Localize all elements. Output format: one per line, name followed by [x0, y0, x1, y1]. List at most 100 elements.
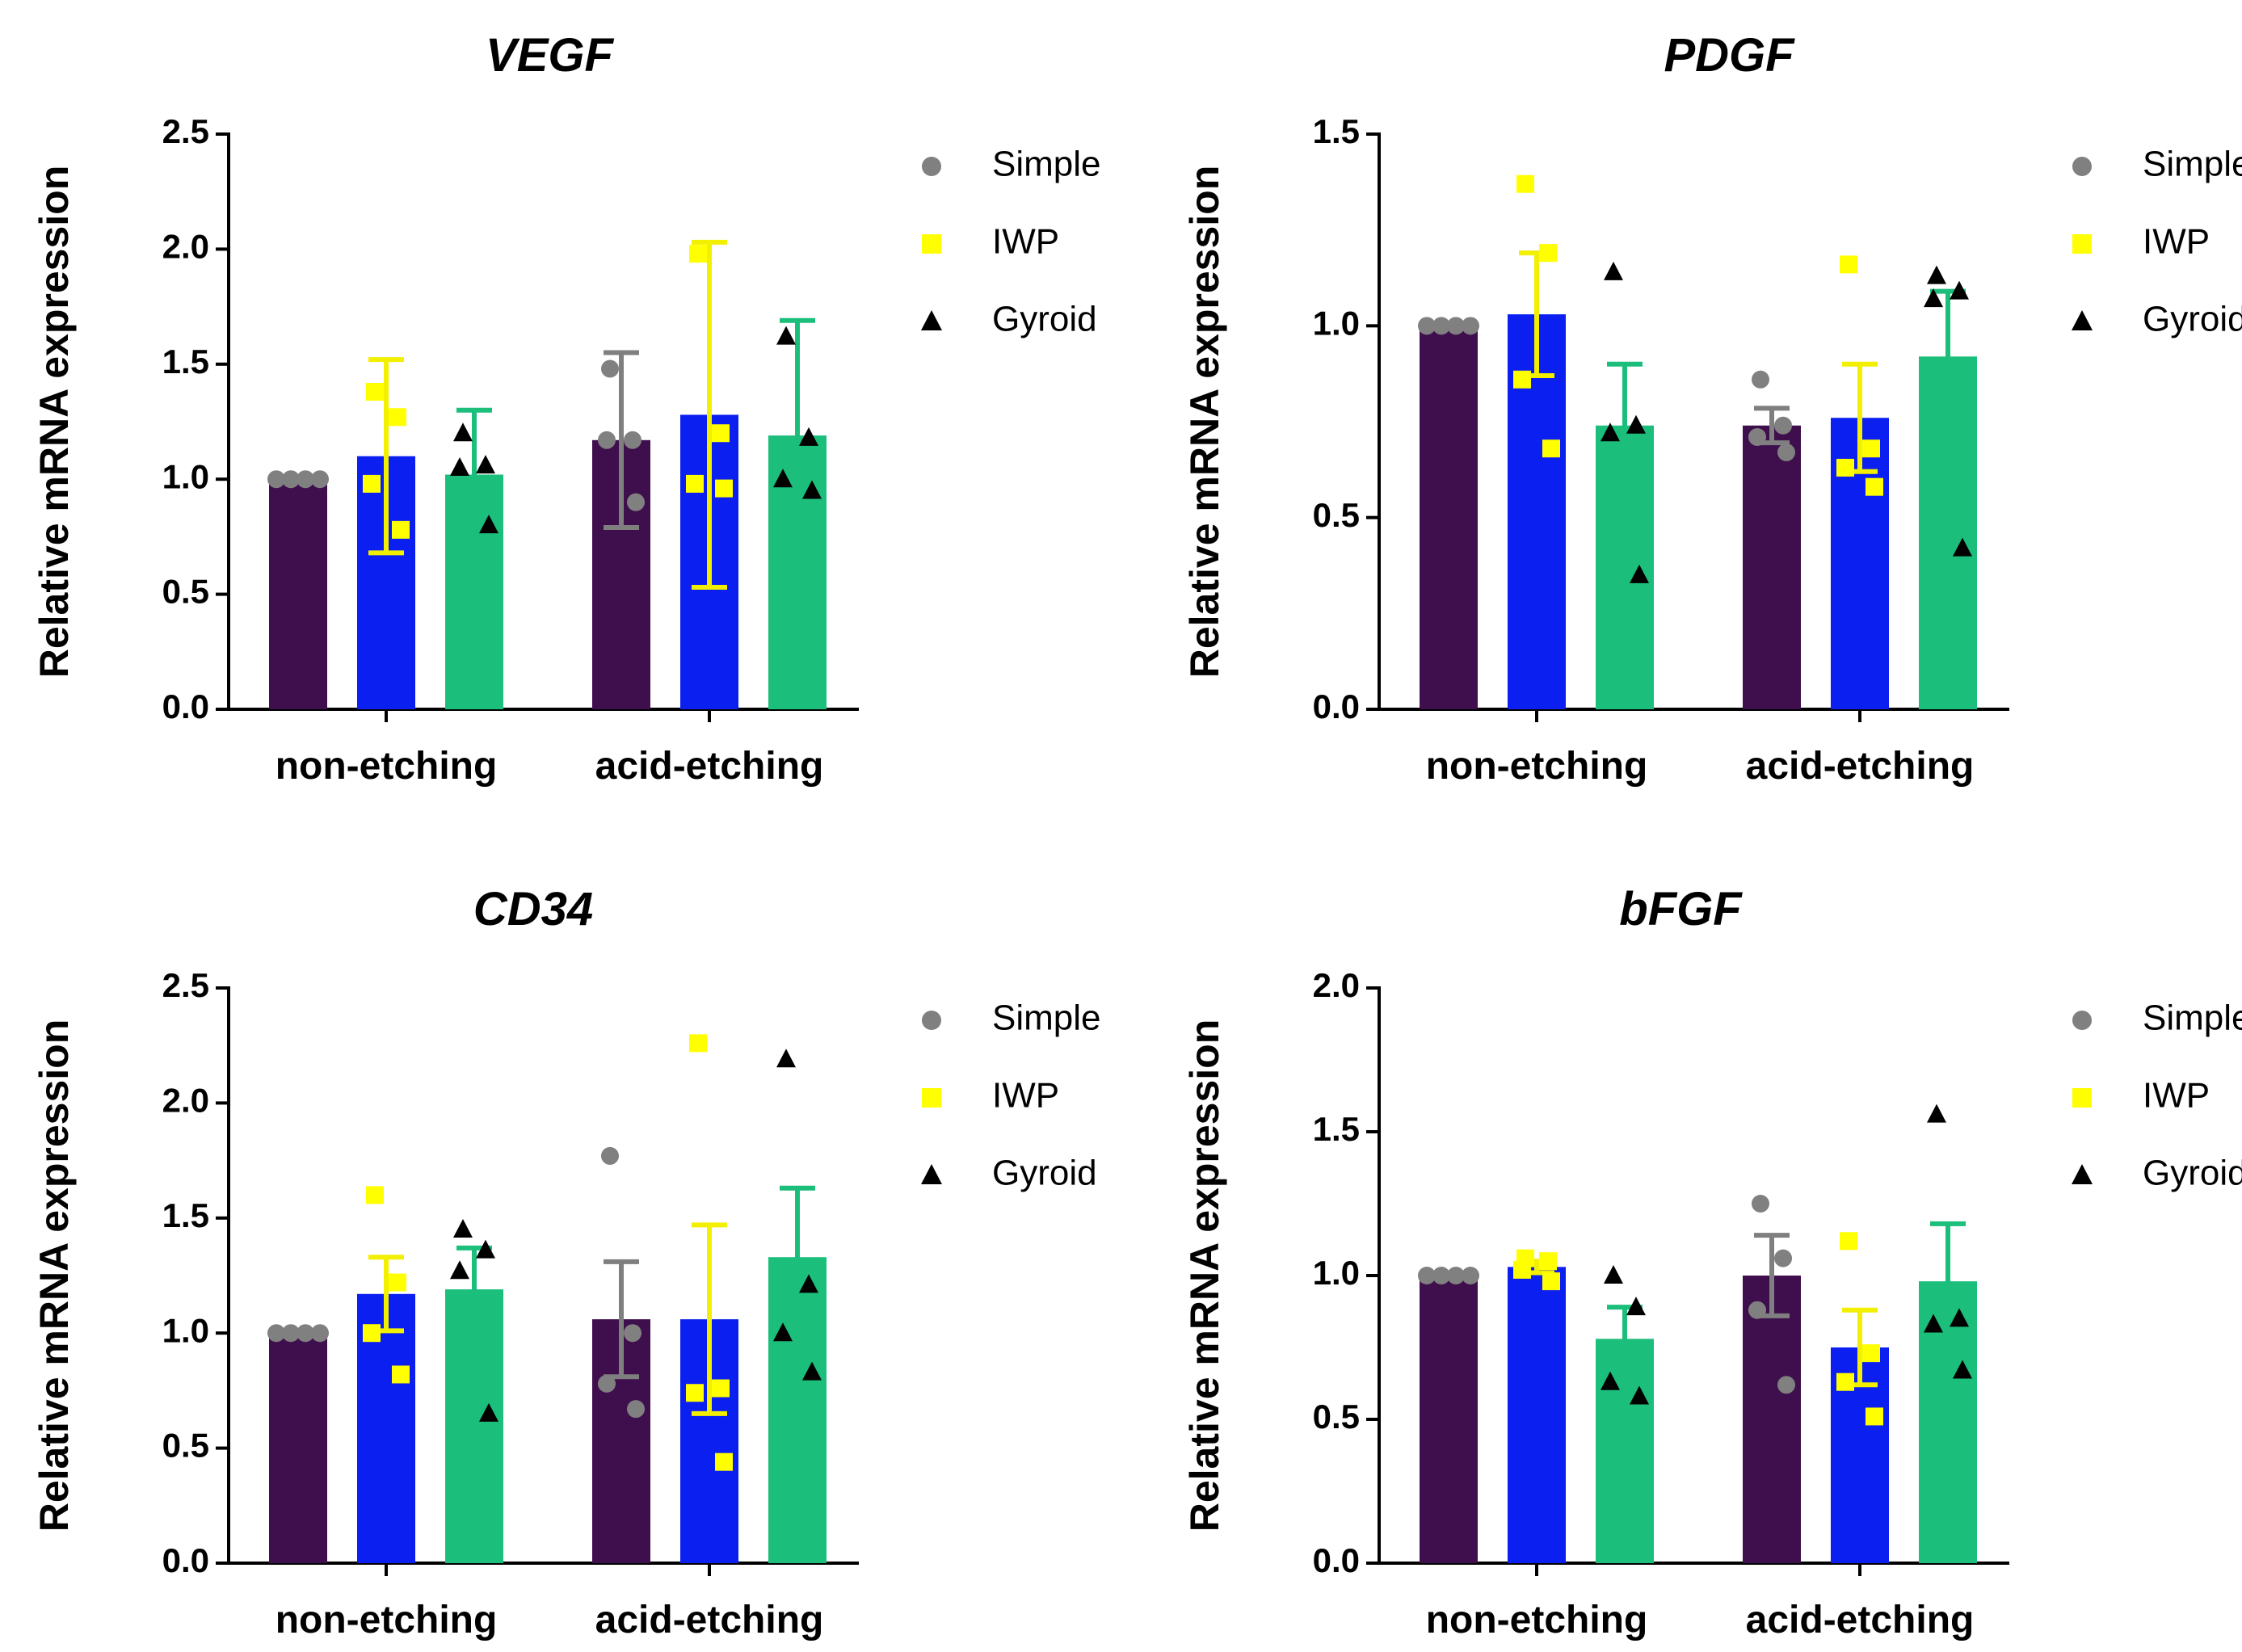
data-point: [601, 1146, 619, 1165]
data-point: [773, 469, 793, 488]
data-point: [311, 1324, 329, 1343]
data-point: [689, 1034, 707, 1053]
data-point: [715, 479, 733, 498]
data-point: [366, 382, 384, 401]
legend-marker: [922, 1088, 941, 1108]
y-tick-label: 1.5: [1313, 112, 1360, 150]
data-point: [1950, 280, 1969, 300]
data-point: [1924, 1314, 1943, 1333]
data-point: [1513, 370, 1531, 389]
data-point: [389, 408, 406, 427]
chart-panel-vegf: VEGF Relative mRNA expression 0.0 0.5 1.0 1.5…: [32, 29, 1100, 788]
data-point: [363, 474, 381, 493]
legend-label: Simple: [992, 998, 1101, 1038]
chart-title: CD34: [473, 883, 593, 935]
bar-gyroid-non-etching: [445, 1289, 503, 1563]
data-point: [799, 1274, 818, 1293]
data-point: [802, 480, 822, 499]
legend-marker: [2072, 157, 2092, 176]
data-point: [1447, 1267, 1465, 1284]
y-tick-label: 1.5: [162, 343, 209, 380]
data-point: [267, 1324, 285, 1343]
data-point: [1432, 317, 1450, 335]
data-point: [1927, 265, 1946, 284]
data-point: [1953, 1360, 1972, 1379]
data-point: [392, 1365, 410, 1384]
data-point: [776, 326, 796, 345]
data-point: [1542, 1272, 1560, 1291]
y-tick-label: 0.0: [162, 687, 209, 725]
bar-simple-non-etching: [1420, 326, 1478, 709]
data-point: [1418, 1267, 1436, 1284]
legend-marker: [2072, 1164, 2093, 1184]
legend-label: Gyroid: [2143, 300, 2242, 339]
y-axis-label: Relative mRNA expression: [32, 166, 77, 679]
data-point: [1866, 477, 1883, 496]
data-point: [1836, 458, 1854, 477]
y-tick-label: 2.0: [162, 227, 209, 265]
chart-title: VEGF: [486, 29, 614, 82]
data-point: [1447, 317, 1465, 335]
bar-simple-acid-etching: [1743, 425, 1801, 709]
data-point: [601, 359, 619, 378]
data-point: [450, 1260, 469, 1280]
legend-label: IWP: [2143, 222, 2210, 262]
data-point: [282, 1324, 300, 1343]
y-axis-label: Relative mRNA expression: [1182, 166, 1227, 679]
chart-panel-cd34: CD34 Relative mRNA expression 0.0 0.5 1.0 1.5…: [32, 883, 1100, 1641]
data-point: [1953, 537, 1972, 557]
data-point: [1774, 416, 1792, 435]
x-category-label: non-etching: [1426, 745, 1648, 788]
data-point: [1927, 1103, 1946, 1123]
y-tick-label: 0.0: [162, 1541, 209, 1579]
data-point: [715, 1452, 733, 1471]
legend-label: Gyroid: [992, 300, 1097, 339]
data-point: [773, 1322, 793, 1342]
data-point: [453, 422, 473, 442]
data-point: [389, 1273, 406, 1292]
y-tick-label: 0.5: [162, 573, 209, 611]
data-point: [363, 1324, 381, 1343]
x-category-label: acid-etching: [595, 1599, 824, 1641]
data-point: [366, 1186, 384, 1204]
y-tick-label: 2.5: [162, 966, 209, 1004]
x-category-label: non-etching: [1426, 1599, 1648, 1641]
y-tick-label: 2.0: [162, 1081, 209, 1119]
data-point: [476, 455, 495, 474]
data-point: [1462, 317, 1479, 335]
data-point: [686, 1384, 704, 1402]
bar-gyroid-non-etching: [1596, 1339, 1654, 1563]
legend-marker: [2072, 234, 2092, 254]
chart-title: bFGF: [1619, 883, 1743, 935]
y-tick-label: 1.0: [1313, 304, 1360, 342]
x-category-label: acid-etching: [1746, 745, 1975, 788]
data-point: [282, 470, 300, 489]
data-point: [1924, 288, 1943, 308]
legend-marker: [2072, 1088, 2092, 1108]
data-point: [1626, 414, 1646, 434]
legend-label: Simple: [992, 145, 1101, 184]
y-tick-label: 1.0: [162, 1311, 209, 1349]
legend-label: Gyroid: [992, 1154, 1097, 1193]
data-point: [479, 1402, 498, 1422]
data-point: [297, 470, 314, 489]
y-tick-label: 1.5: [1313, 1110, 1360, 1148]
bar-iwp-non-etching: [1508, 1267, 1566, 1563]
y-tick-label: 2.5: [162, 112, 209, 150]
legend-marker: [2072, 1011, 2092, 1030]
y-tick-label: 1.0: [162, 457, 209, 495]
data-point: [1604, 261, 1623, 280]
data-point: [712, 424, 730, 443]
data-point: [1601, 422, 1620, 442]
chart-panel-pdgf: PDGF Relative mRNA expression 0.0 0.5 1.0 1.5…: [1182, 29, 2242, 788]
bar-simple-acid-etching: [1743, 1276, 1801, 1563]
data-point: [1630, 564, 1649, 583]
data-point: [1462, 1267, 1479, 1284]
y-tick-label: 2.0: [1313, 966, 1360, 1004]
y-tick-label: 1.0: [1313, 1254, 1360, 1292]
data-point: [1516, 174, 1534, 193]
legend-marker: [2072, 310, 2093, 330]
legend-marker: [922, 157, 941, 176]
data-point: [479, 515, 498, 534]
data-point: [1950, 1308, 1969, 1327]
